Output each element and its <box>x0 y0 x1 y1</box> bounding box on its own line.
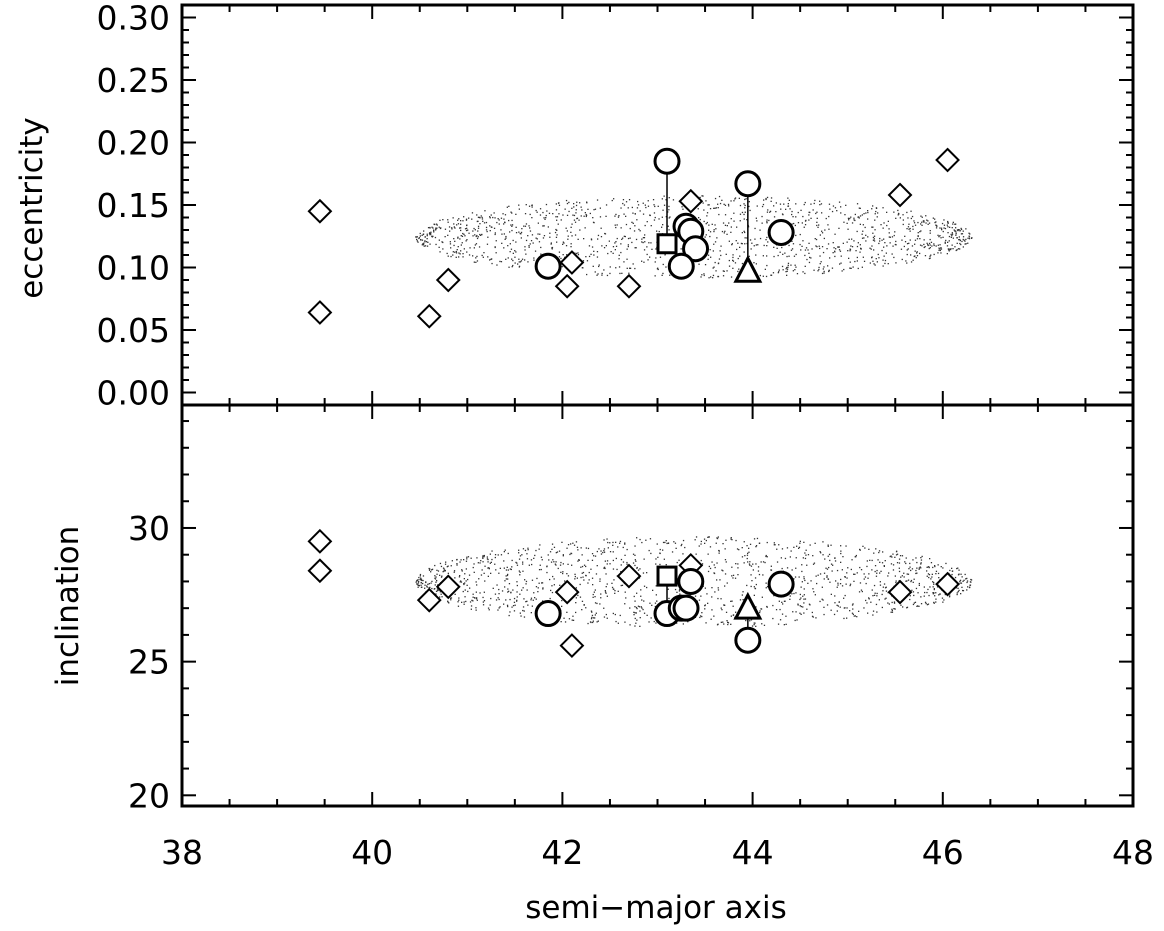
circle-marker <box>534 600 562 628</box>
diamond-marker <box>887 579 913 605</box>
diamond-marker <box>678 188 704 214</box>
y-tick-label: 0.05 <box>97 311 170 350</box>
diamond-marker <box>559 250 585 275</box>
x-tick-label: 40 <box>351 833 393 872</box>
diamond-marker <box>307 558 333 584</box>
x-axis-title: semi−major axis <box>525 890 787 926</box>
x-tick-label: 44 <box>732 833 774 872</box>
x-tick-label: 42 <box>541 833 583 872</box>
diamond-marker <box>416 587 442 613</box>
circle-marker <box>534 252 562 280</box>
circle-marker <box>767 570 795 598</box>
diamond-marker <box>887 182 913 208</box>
diamond-marker <box>935 147 960 173</box>
circle-marker <box>667 252 695 280</box>
diamond-marker <box>935 571 960 597</box>
diamond-marker <box>435 267 461 293</box>
diamond-marker <box>616 273 642 299</box>
diamond-marker <box>616 563 642 589</box>
y-tick-label: 0.10 <box>97 249 170 288</box>
diamond-marker <box>307 300 333 325</box>
x-tick-label: 48 <box>1112 833 1154 872</box>
y-tick-label: 0.30 <box>97 0 170 38</box>
y-tick-label: 20 <box>128 776 170 815</box>
circle-marker <box>672 594 700 622</box>
y-axis-title-eccentricity: eccentricity <box>14 117 50 299</box>
diamond-marker <box>307 528 333 554</box>
triangle-marker <box>733 255 763 283</box>
diamond-marker <box>435 574 461 600</box>
inclination-panel: 38 40 42 44 46 48 20 25 30 <box>128 403 1154 872</box>
y-tick-label: 0.25 <box>97 61 170 100</box>
square-marker <box>656 233 678 255</box>
circle-marker <box>767 219 795 246</box>
y-tick-label: 0.15 <box>97 186 170 225</box>
y-tick-label: 0.00 <box>97 374 170 413</box>
diamond-marker <box>307 198 333 224</box>
y-tick-label: 25 <box>128 643 170 682</box>
y-tick-label: 30 <box>128 509 170 548</box>
circle-marker <box>682 235 710 263</box>
square-marker <box>656 565 678 587</box>
circle-marker <box>677 567 705 595</box>
triangle-marker <box>733 591 763 620</box>
y-tick-label: 0.20 <box>97 124 170 163</box>
diamond-marker <box>416 303 442 329</box>
x-tick-label: 38 <box>161 833 203 872</box>
diamond-marker <box>559 633 585 659</box>
x-tick-label: 46 <box>922 833 964 872</box>
diamond-marker <box>554 579 580 605</box>
circle-marker <box>734 170 762 198</box>
circle-marker <box>734 626 762 654</box>
y-axis-title-inclination: inclination <box>50 526 86 687</box>
diamond-marker <box>554 273 580 299</box>
circle-marker <box>653 147 681 175</box>
eccentricity-panel: 0.00 0.05 0.10 0.15 0.20 0.25 0.30 <box>97 0 1135 413</box>
